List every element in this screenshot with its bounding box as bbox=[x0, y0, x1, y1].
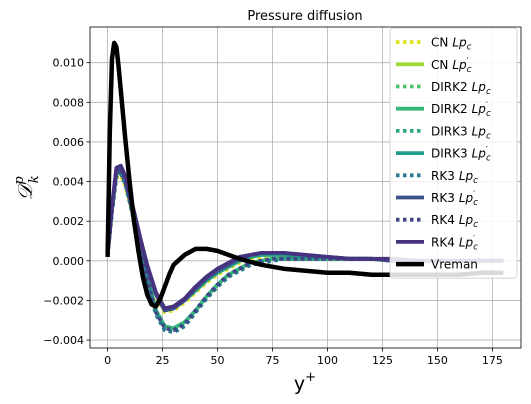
y-tick-label: −0.002 bbox=[43, 294, 84, 307]
legend-series-symbol: Lp bbox=[452, 36, 467, 50]
y-tick-label: 0.010 bbox=[53, 57, 85, 70]
legend-series-prime: ′ bbox=[467, 57, 469, 67]
legend-series-subscript: c bbox=[486, 131, 491, 141]
legend-series-subscript: c bbox=[473, 198, 478, 208]
legend-label-rk3-dotted: RK3 Lpc bbox=[431, 169, 478, 186]
legend-series-name: CN bbox=[431, 36, 448, 50]
legend-series-name: Vreman bbox=[431, 258, 478, 272]
series-line-vreman bbox=[105, 40, 504, 309]
x-tick-label: 50 bbox=[211, 354, 225, 367]
x-tick-label: 25 bbox=[156, 354, 170, 367]
legend-series-subscript: c bbox=[473, 220, 478, 230]
legend-series-symbol: Lp bbox=[459, 235, 474, 249]
legend-series-symbol: Lp bbox=[459, 213, 474, 227]
chart-title: Pressure diffusion bbox=[247, 9, 362, 24]
plot-area-frame bbox=[89, 26, 522, 349]
legend-series-subscript: c bbox=[473, 242, 478, 252]
x-tick-label: 75 bbox=[266, 354, 280, 367]
legend-series-name: DIRK3 bbox=[431, 147, 468, 161]
x-axis-label: y+ bbox=[294, 370, 316, 395]
legend-series-symbol: Lp bbox=[472, 102, 487, 116]
legend-series-subscript: c bbox=[467, 43, 472, 53]
legend-label-cn-prime: CN Lpc′ bbox=[431, 57, 472, 75]
legend-label-dirk3-prime: DIRK3 Lpc′ bbox=[431, 146, 491, 164]
x-tick-label: 125 bbox=[372, 354, 393, 367]
legend-series-name: RK3 bbox=[431, 169, 455, 183]
y-axis-label-sup: p bbox=[12, 176, 27, 185]
x-tick-label: 150 bbox=[427, 354, 448, 367]
legend-series-name: CN bbox=[431, 58, 448, 72]
legend-series-subscript: c bbox=[486, 154, 491, 164]
legend-label-vreman: Vreman bbox=[431, 258, 478, 272]
legend-series-symbol: Lp bbox=[472, 80, 487, 94]
legend-series-prime: ′ bbox=[486, 101, 488, 111]
legend-label-rk4-dotted: RK4 Lpc bbox=[431, 213, 478, 230]
y-axis-label: 𝒟pk bbox=[12, 175, 42, 200]
legend-label-dirk2-prime: DIRK2 Lpc′ bbox=[431, 101, 491, 119]
y-tick-label: 0.006 bbox=[53, 136, 85, 149]
legend-box bbox=[389, 27, 518, 279]
legend-series-name: RK3 bbox=[431, 191, 455, 205]
y-axis-ticks: −0.004 −0.002 0.000 0.002 0.004 0.006 0.008 0.0… bbox=[43, 57, 90, 347]
x-axis-ticks: 0 25 50 75 100 125 150 175 bbox=[104, 348, 503, 367]
legend-label-dirk3-dotted: DIRK3 Lpc bbox=[431, 124, 491, 141]
legend-series-symbol: Lp bbox=[459, 191, 474, 205]
legend-series-name: DIRK2 bbox=[431, 80, 468, 94]
legend-series-name: RK4 bbox=[431, 213, 455, 227]
y-tick-label: 0.002 bbox=[53, 215, 85, 228]
legend-series-prime: ′ bbox=[473, 234, 475, 244]
legend-series-name: RK4 bbox=[431, 235, 455, 249]
x-tick-label: 175 bbox=[482, 354, 503, 367]
x-tick-label: 100 bbox=[317, 354, 338, 367]
legend-series-prime: ′ bbox=[473, 190, 475, 200]
x-axis-label-sup: + bbox=[305, 370, 316, 385]
y-tick-label: −0.004 bbox=[43, 334, 84, 347]
y-axis-label-main: 𝒟 bbox=[13, 181, 37, 201]
y-tick-label: 0.000 bbox=[53, 255, 85, 268]
y-tick-label: 0.004 bbox=[53, 176, 85, 189]
y-tick-label: 0.008 bbox=[53, 96, 85, 109]
legend-series-name: DIRK2 bbox=[431, 102, 468, 116]
legend-series-subscript: c bbox=[467, 65, 472, 75]
legend-series-symbol: Lp bbox=[459, 169, 474, 183]
svg-text:𝒟pk: 𝒟pk bbox=[12, 175, 42, 200]
legend-label-rk4-prime: RK4 Lpc′ bbox=[431, 234, 478, 252]
legend-label-dirk2-dotted: DIRK2 Lpc bbox=[431, 80, 491, 97]
x-axis-label-main: y bbox=[294, 373, 305, 395]
legend-series-symbol: Lp bbox=[452, 58, 467, 72]
legend-series-prime: ′ bbox=[486, 146, 488, 156]
legend-series-symbol: Lp bbox=[472, 147, 487, 161]
legend-series-subscript: c bbox=[486, 87, 491, 97]
legend-label-rk3-prime: RK3 Lpc′ bbox=[431, 190, 478, 208]
legend-label-cn-dotted: CN Lpc bbox=[431, 36, 472, 53]
y-axis-label-sub: k bbox=[27, 175, 42, 183]
legend-series-name: DIRK3 bbox=[431, 124, 468, 138]
legend-series-symbol: Lp bbox=[472, 124, 487, 138]
legend-series-subscript: c bbox=[486, 109, 491, 119]
legend-series-subscript: c bbox=[473, 176, 478, 186]
x-tick-label: 0 bbox=[104, 354, 111, 367]
